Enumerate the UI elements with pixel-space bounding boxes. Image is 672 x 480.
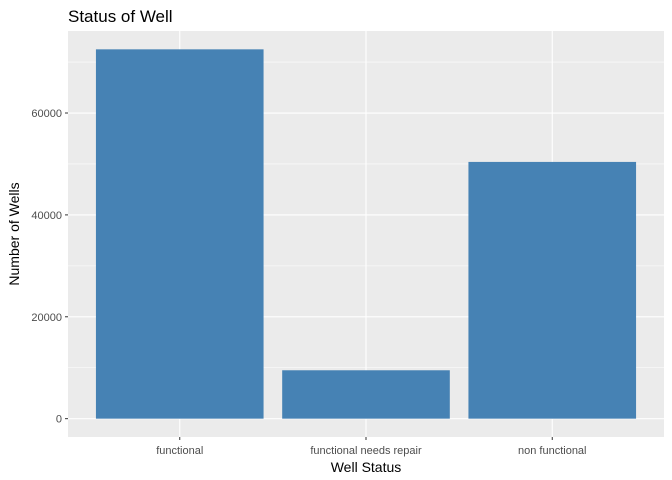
bar-functional xyxy=(95,49,264,419)
bar-functional-needs-repair xyxy=(282,370,450,419)
y-tick-label: 20000 xyxy=(31,312,62,324)
y-tick-label: 0 xyxy=(56,414,62,426)
y-tick-label: 60000 xyxy=(31,108,62,120)
y-tick-label: 40000 xyxy=(31,210,62,222)
bars xyxy=(95,49,637,419)
x-tick-label: functional xyxy=(156,445,203,457)
y-axis-ticks: 0 20000 40000 60000 xyxy=(31,108,68,426)
x-tick-label: non functional xyxy=(518,445,587,457)
y-axis-title: Number of Wells xyxy=(6,182,22,285)
bar-non-functional xyxy=(468,161,637,419)
chart-title: Status of Well xyxy=(68,7,173,26)
x-axis-ticks: functional functional needs repair non fun… xyxy=(156,437,587,457)
x-tick-label: functional needs repair xyxy=(310,445,422,457)
x-axis-title: Well Status xyxy=(331,459,402,475)
